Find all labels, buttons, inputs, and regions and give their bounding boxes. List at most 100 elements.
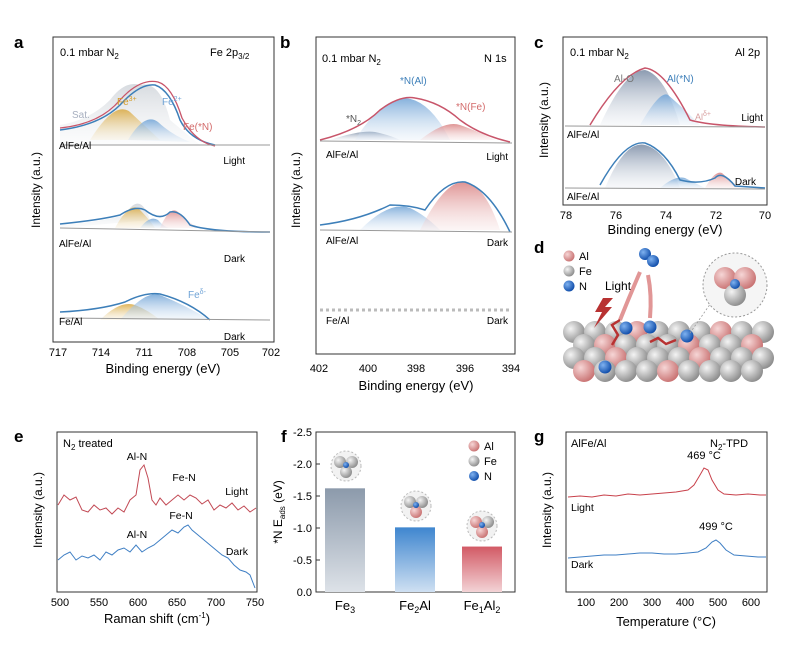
n2-atom-2 <box>647 255 659 267</box>
tick-b-0: 402 <box>310 363 328 375</box>
state-label-b1: Light <box>486 152 508 163</box>
tick-c-0: 78 <box>560 210 572 222</box>
xlabel-e: Raman shift (cm-1) <box>104 611 210 626</box>
ylabel-f: *N Eads (eV) <box>271 480 287 544</box>
sample-label-a1: AlFe/Al <box>59 141 91 152</box>
legend-n-swatch <box>563 280 575 292</box>
adsorbed-n-3 <box>598 360 612 374</box>
plot-frame-c <box>562 36 768 206</box>
tick-g-5: 600 <box>742 597 760 609</box>
peak-nal-b1 <box>355 98 450 140</box>
region-label-a: Fe 2p3/2 <box>210 47 250 61</box>
peak-ald-c2 <box>705 172 740 188</box>
panel-letter-g: g <box>534 427 544 446</box>
lattice-fe-atom <box>636 360 658 382</box>
legend-al-swatch <box>563 250 575 262</box>
raman-dark-aln: Al-N <box>127 529 147 541</box>
xticks-a: 717 714 711 708 705 702 <box>49 347 280 359</box>
trace-a-light: Sat. Fe3+ Fe2+ Fe(*N) AlFe/Al Light <box>59 80 270 167</box>
xticks-e: 500 550 600 650 700 750 <box>51 597 264 609</box>
sample-label-b1: AlFe/Al <box>326 150 358 161</box>
baseline-b2 <box>319 229 513 233</box>
baseline-a3 <box>59 317 271 321</box>
tick-e-1: 550 <box>90 597 108 609</box>
panel-g: g AlFe/Al N2-TPD Intensity (a.u.) Temper… <box>534 427 768 629</box>
arrow-dissociation-2 <box>646 274 653 319</box>
tick-a-2: 711 <box>135 347 153 359</box>
tick-e-4: 700 <box>207 597 225 609</box>
adsorbed-n-2 <box>643 320 657 334</box>
label-fed: Feδ- <box>188 289 207 301</box>
ylabel-e: Intensity (a.u.) <box>31 472 45 548</box>
baseline-a2 <box>59 227 271 233</box>
panel-letter-d: d <box>534 238 544 257</box>
light-label: Light <box>605 279 632 293</box>
state-label-c1: Light <box>741 113 763 124</box>
region-label-c: Al 2p <box>735 47 760 59</box>
panel-b: b 0.1 mbar N2 N 1s Intensity (a.u.) Bind… <box>280 33 520 393</box>
legend-fe-label: Fe <box>579 266 592 278</box>
sample-label-a3: Fe/Al <box>59 317 82 328</box>
f-legend-al-swatch <box>468 440 480 452</box>
peak-fe2-a1 <box>128 119 190 142</box>
label-ald: Alδ+ <box>695 111 711 122</box>
wavy-arrow-2 <box>649 336 677 346</box>
lattice-fe-atom <box>699 360 721 382</box>
tpd-light-state: Light <box>571 502 594 514</box>
peak-alo-c2 <box>605 144 680 188</box>
fit-line-a1 <box>59 84 216 146</box>
legend-n-label: N <box>579 281 587 293</box>
label-n2: *N2 <box>346 114 361 127</box>
tick-a-3: 708 <box>178 347 196 359</box>
lattice-fe-atom <box>678 360 700 382</box>
label-sat: Sat. <box>72 110 90 121</box>
f-ytick-label: -2.0 <box>293 459 312 471</box>
trace-c-light: Al-O Al(*N) Alδ+ AlFe/Al Light <box>564 67 766 141</box>
label-nal: *N(Al) <box>400 76 427 87</box>
plot-frame-g <box>565 431 768 593</box>
peak-nfe-b2 <box>420 181 500 230</box>
f-legend-n: N <box>484 471 492 483</box>
f-bar-Fe2Al <box>395 527 435 592</box>
panel-c: c 0.1 mbar N2 Al 2p Intensity (a.u.) Bin… <box>534 33 771 237</box>
state-label-a3: Dark <box>224 332 246 343</box>
label-nfe: *N(Fe) <box>456 102 485 113</box>
state-label-c2: Dark <box>735 177 757 188</box>
tick-g-2: 300 <box>643 597 661 609</box>
zoom-line <box>689 289 721 334</box>
f-legend-al: Al <box>484 441 494 453</box>
sample-label-b2: AlFe/Al <box>326 236 358 247</box>
lattice-al-atom <box>657 360 679 382</box>
tick-b-4: 394 <box>502 363 520 375</box>
panel-f: f *N Eads (eV) 0.0 -0.5 -1.0 -1.5 -2.0 -2.5 F… <box>271 427 516 615</box>
raman-light-line <box>57 463 257 515</box>
xlabel-c: Binding energy (eV) <box>608 222 723 237</box>
panel-a: a 0.1 mbar N2 Fe 2p3/2 Intensity (a.u.) … <box>14 33 280 376</box>
f-xlabel-Fe3: Fe3 <box>335 598 355 615</box>
tick-g-0: 100 <box>577 597 595 609</box>
peak-fed-a3 <box>120 294 210 320</box>
state-label-b3: Dark <box>487 316 509 327</box>
arrow-dissociation-1 <box>618 271 642 321</box>
panel-letter-f: f <box>281 427 287 446</box>
envelope-b1 <box>319 96 511 143</box>
baseline-c2 <box>564 187 766 190</box>
treatment-label: N2 treated <box>63 438 113 452</box>
tick-a-5: 702 <box>262 347 280 359</box>
f-legend-n-swatch <box>469 471 479 481</box>
tick-c-1: 76 <box>610 210 622 222</box>
lattice-al-atom <box>573 360 595 382</box>
panel-d: d Al Fe N Light <box>534 238 774 382</box>
f-ytick-label: -2.5 <box>293 427 312 439</box>
legend-fe-swatch <box>563 265 575 277</box>
f-bar-Fe1Al2 <box>462 546 502 592</box>
cluster-fe1al2-icon <box>466 510 498 542</box>
adsorbed-n-4 <box>680 329 694 343</box>
label-fe2: Fe2+ <box>162 96 182 108</box>
tick-c-3: 72 <box>710 210 722 222</box>
xlabels-f: Fe3 Fe2Al Fe1Al2 <box>335 598 500 615</box>
bars-f <box>325 488 502 592</box>
fit-line-b2 <box>319 181 511 233</box>
trace-b-dark: AlFe/Al Dark <box>319 181 513 249</box>
